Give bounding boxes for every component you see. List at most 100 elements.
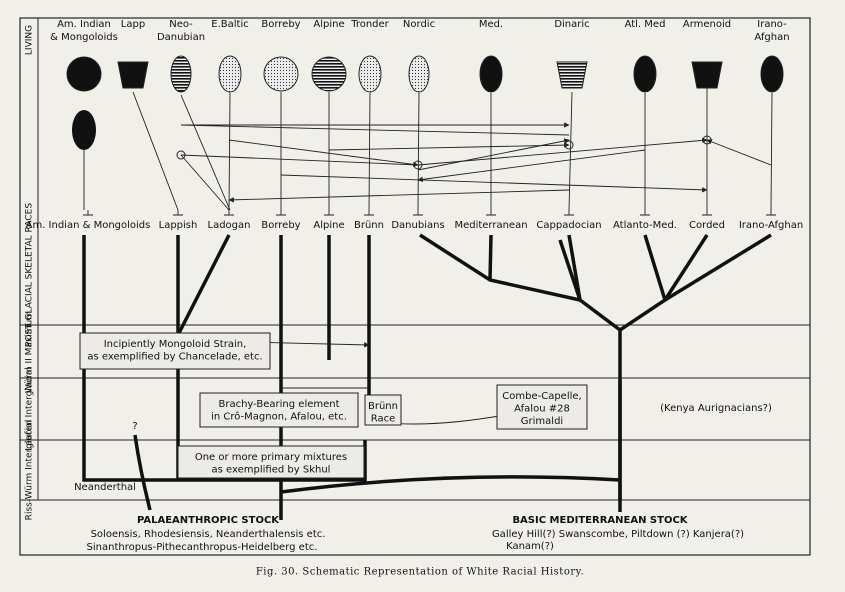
race-label: Corded — [689, 220, 725, 231]
connector — [180, 154, 419, 166]
box-text: Grimaldi — [521, 416, 563, 427]
period-label: POST GLACIAL SKELETAL RACES — [25, 203, 35, 347]
node-mark — [702, 210, 712, 216]
connector — [132, 91, 179, 211]
connector — [180, 124, 570, 136]
tree — [664, 233, 772, 302]
caption: Fig. 30. Schematic Representation of Whi… — [256, 567, 584, 578]
connector — [180, 94, 231, 211]
box-text: Incipiently Mongoloid Strain, — [104, 339, 247, 350]
annotation-box — [496, 384, 588, 430]
stock-text: Soloensis, Rhodesiensis, Neanderthalensi… — [91, 529, 326, 540]
connector — [228, 92, 231, 211]
tree — [488, 234, 493, 281]
node-mark — [224, 210, 234, 216]
box-text: in Crô-Magnon, Afalou, etc. — [211, 411, 347, 423]
stock-text: Sinanthropus-Pithecanthropus-Heidelberg … — [87, 542, 318, 553]
annotation-box — [79, 332, 271, 370]
skull-shape — [66, 56, 102, 92]
living-label: Borreby — [261, 19, 300, 30]
connector — [568, 91, 573, 211]
tree — [567, 234, 582, 301]
box-text: Race — [371, 414, 396, 425]
note: ? — [132, 421, 137, 432]
living-label: Armenoid — [683, 19, 731, 30]
skull-shape — [633, 55, 657, 93]
race-label: Atlanto-Med. — [613, 220, 677, 231]
race-label: Borreby — [261, 220, 300, 231]
living-label: Neo-Danubian — [157, 19, 205, 43]
living-label: Nordic — [403, 19, 435, 30]
annotation-box — [364, 394, 402, 426]
box-text: Afalou #28 — [514, 404, 570, 415]
skull-shape — [479, 55, 503, 93]
connector — [770, 92, 773, 211]
stock-title: BASIC MEDITERRANEAN STOCK — [512, 515, 688, 526]
box-text: Brünn — [368, 401, 398, 412]
skull-shape — [358, 55, 382, 93]
skull-shape — [170, 55, 192, 93]
annotation-box — [177, 445, 365, 479]
mixture-arrow — [417, 138, 570, 171]
skull-shape — [218, 55, 242, 93]
living-label: Am. Indian & Mongoloids — [50, 19, 118, 43]
race-label: Cappadocian — [536, 220, 601, 231]
mixture-node — [176, 150, 186, 160]
stock-text: Kanam(?) — [506, 541, 554, 552]
mixture-arrow — [706, 139, 772, 166]
race-label: Danubians — [391, 220, 444, 231]
lineage — [176, 234, 231, 336]
tree — [280, 475, 621, 494]
race-label: Irano-Afghan — [739, 220, 803, 231]
living-label: Irano-Afghan — [754, 19, 789, 43]
period-label: Laufen Interglacial — [25, 367, 35, 451]
connector — [180, 154, 230, 211]
note: Neanderthal — [74, 482, 136, 493]
stock-title: PALAEANTHROPIC STOCK — [137, 515, 280, 526]
node-mark — [640, 210, 650, 216]
connector — [368, 92, 371, 211]
node-mark — [324, 210, 334, 216]
living-label: Tronder — [350, 19, 389, 30]
living-label: Atl. Med — [625, 19, 666, 30]
box-text: One or more primary mixtures — [195, 452, 347, 463]
node-mark — [173, 210, 183, 216]
living-label: Med. — [479, 19, 503, 30]
skull-shape — [72, 110, 96, 150]
living-label: E.Baltic — [211, 19, 248, 30]
mixture-node — [702, 135, 712, 145]
period-label: LIVING — [25, 25, 35, 55]
note: (Kenya Aurignacians?) — [660, 403, 772, 414]
node-mark — [486, 210, 496, 216]
living-label: Alpine — [313, 19, 344, 30]
period-label: Riss-Würm Interglacial — [25, 420, 35, 521]
lineage — [133, 434, 152, 511]
node-mark — [766, 210, 776, 216]
living-label: Lapp — [121, 19, 145, 30]
skull-shape — [311, 56, 347, 92]
race-label: Am. Indian & Mongoloids — [26, 220, 151, 231]
node-mark — [364, 210, 374, 216]
skull-shape — [760, 55, 784, 93]
stock-text: Galley Hill(?) Swanscombe, Piltdown (?) … — [492, 529, 744, 540]
mixture-arrow — [280, 174, 708, 193]
mixture-node — [564, 140, 574, 150]
skull-shape — [117, 61, 149, 89]
node-mark — [83, 210, 93, 216]
race-label: Alpine — [313, 220, 344, 231]
skull-shape — [263, 56, 299, 92]
connector — [417, 92, 420, 211]
skull-shape — [556, 61, 588, 89]
skull-shape — [691, 61, 723, 89]
annotation-box — [199, 392, 359, 428]
node-mark — [413, 210, 423, 216]
box-text: Combe-Capelle, — [502, 391, 581, 402]
race-label: Lappish — [159, 220, 198, 231]
period-label: Würm II Maximum — [25, 311, 35, 393]
box-text: Brachy-Bearing element — [218, 399, 339, 410]
race-label: Ladogan — [208, 220, 251, 231]
mixture-arrow — [328, 142, 570, 151]
